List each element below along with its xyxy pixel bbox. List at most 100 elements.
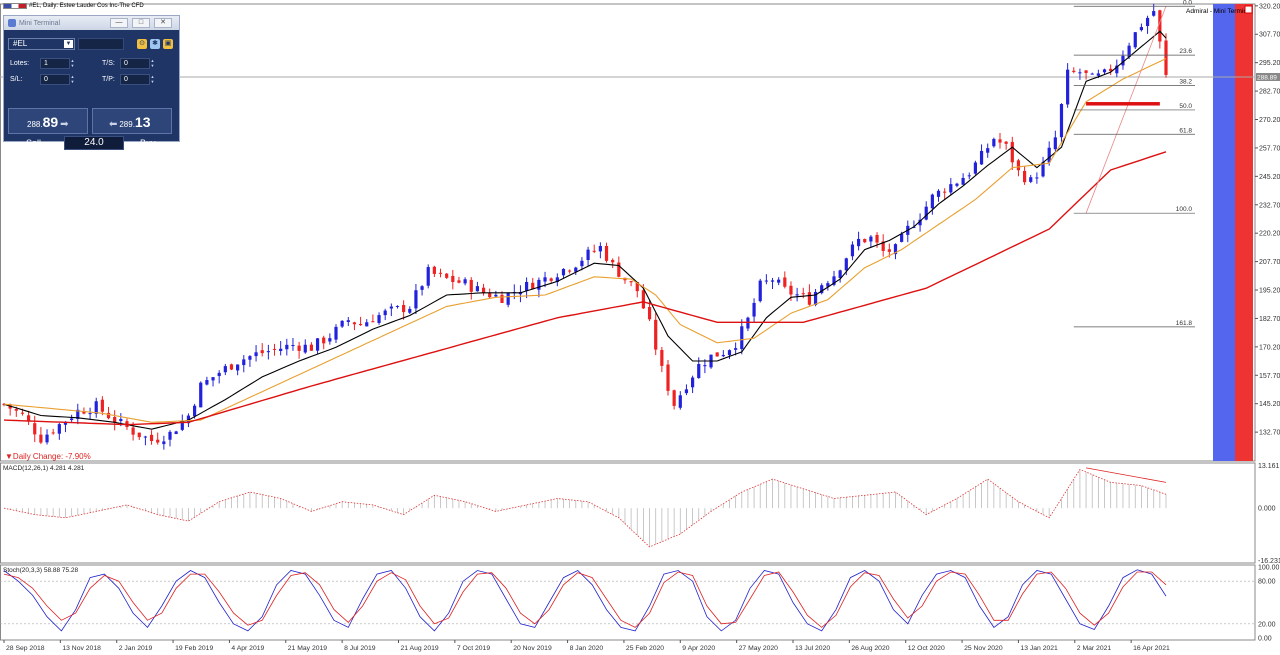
arrow-right-icon: ➡ bbox=[60, 119, 69, 130]
macd-y-label: 13.161 bbox=[1258, 463, 1280, 470]
candle-body bbox=[1096, 73, 1100, 76]
candle-body bbox=[303, 344, 307, 353]
candle-body bbox=[469, 279, 473, 292]
sl-input[interactable]: 0 bbox=[40, 74, 70, 85]
volume-input[interactable]: 24.0 bbox=[64, 136, 124, 150]
candle-body bbox=[979, 150, 984, 165]
main-plot-frame bbox=[0, 3, 1256, 462]
candle-body bbox=[14, 408, 18, 411]
ts-label: T/S: bbox=[102, 60, 115, 67]
minimize-button[interactable]: — bbox=[110, 18, 128, 28]
candle-body bbox=[654, 319, 658, 350]
candle-body bbox=[1010, 141, 1014, 163]
x-tick-label: 13 Jan 2021 bbox=[1020, 645, 1058, 652]
candle-body bbox=[838, 270, 842, 278]
candle-body bbox=[408, 308, 412, 313]
candle-body bbox=[1053, 137, 1057, 150]
candle-body bbox=[371, 321, 375, 323]
y-tick-label: 257.70 bbox=[1259, 145, 1280, 152]
candle-body bbox=[88, 413, 92, 415]
fib-level-label: 100.0 bbox=[1176, 206, 1193, 213]
sl-stepper[interactable]: ▲ ▼ bbox=[70, 74, 75, 84]
candle-body bbox=[881, 241, 885, 251]
candle-body bbox=[887, 249, 891, 252]
candle-body bbox=[162, 441, 166, 445]
candle-body bbox=[223, 366, 227, 373]
y-tick-label: 245.20 bbox=[1259, 174, 1280, 181]
symbol-info-field bbox=[78, 38, 124, 50]
candle-body bbox=[604, 245, 609, 261]
candle-body bbox=[402, 304, 406, 313]
symbol-select[interactable]: #EL ▼ bbox=[8, 38, 75, 50]
sell-button[interactable]: Sell bbox=[26, 138, 42, 148]
tp-label: T/P: bbox=[102, 76, 115, 83]
stoch-y-label: 0.00 bbox=[1258, 636, 1272, 643]
candle-body bbox=[690, 377, 695, 388]
lots-stepper[interactable]: ▲ ▼ bbox=[70, 58, 75, 68]
candle-body bbox=[445, 273, 449, 278]
stoch-y-label: 20.00 bbox=[1258, 621, 1276, 628]
candle-body bbox=[1084, 70, 1088, 73]
candle-body bbox=[174, 431, 178, 434]
candle-body bbox=[832, 276, 836, 285]
candle-body bbox=[537, 279, 541, 290]
x-tick-label: 9 Apr 2020 bbox=[682, 645, 715, 652]
candle-body bbox=[752, 302, 756, 317]
candle-body bbox=[76, 409, 80, 419]
candle-body bbox=[703, 365, 707, 367]
macd-divergence-line bbox=[1086, 467, 1167, 483]
candle-body bbox=[192, 405, 197, 417]
candle-body bbox=[463, 279, 467, 284]
y-tick-label: 195.20 bbox=[1259, 288, 1280, 295]
sell-price-button[interactable]: 288.89 ➡ bbox=[8, 108, 88, 134]
candle-body bbox=[715, 352, 719, 357]
candle-body bbox=[1016, 160, 1021, 171]
candle-body bbox=[279, 348, 283, 352]
macd-y-label: 0.000 bbox=[1258, 506, 1276, 513]
buy-price-button[interactable]: ⬅ 289.13 bbox=[92, 108, 172, 134]
candle-body bbox=[1127, 45, 1131, 57]
candle-body bbox=[100, 399, 104, 412]
candle-body bbox=[666, 364, 670, 391]
candle-body bbox=[555, 277, 559, 282]
candle-body bbox=[672, 390, 676, 406]
macd-y-label: -16.231 bbox=[1258, 558, 1280, 565]
x-tick-label: 19 Feb 2019 bbox=[175, 645, 213, 652]
candle-body bbox=[1004, 141, 1008, 144]
mini-terminal[interactable]: Mini Terminal — □ ✕ #EL ▼ ⊙ ✱ ▣ Lotes: 1… bbox=[3, 15, 180, 150]
chevron-down-icon[interactable]: ▼ bbox=[64, 40, 73, 48]
candle-body bbox=[697, 363, 701, 379]
tp-stepper[interactable]: ▲ ▼ bbox=[150, 74, 155, 84]
lots-input[interactable]: 1 bbox=[40, 58, 70, 69]
close-button[interactable]: ✕ bbox=[154, 18, 172, 28]
candle-body bbox=[113, 416, 117, 423]
candle-body bbox=[943, 191, 947, 193]
candle-body bbox=[875, 234, 879, 243]
info-icon[interactable]: ▣ bbox=[163, 39, 173, 49]
x-tick-label: 16 Apr 2021 bbox=[1133, 645, 1170, 652]
candle-body bbox=[1035, 177, 1039, 179]
mini-terminal-titlebar[interactable]: Mini Terminal — □ ✕ bbox=[4, 16, 179, 30]
lock-icon[interactable]: ⊙ bbox=[137, 39, 147, 49]
buy-price-big: 13 bbox=[134, 114, 151, 130]
candle-body bbox=[1078, 72, 1082, 74]
candle-body bbox=[500, 294, 504, 303]
arrow-left-icon: ⬅ bbox=[109, 119, 118, 130]
daily-change-label: ▼Daily Change: -7.90% bbox=[5, 452, 91, 461]
candle-body bbox=[322, 337, 326, 344]
buy-button[interactable]: Buy bbox=[140, 138, 156, 148]
x-tick-label: 8 Jul 2019 bbox=[344, 645, 376, 652]
candle-body bbox=[1139, 27, 1144, 31]
ts-stepper[interactable]: ▲ ▼ bbox=[150, 58, 155, 68]
candle-body bbox=[930, 194, 934, 209]
candle-body bbox=[598, 245, 602, 252]
ts-input[interactable]: 0 bbox=[120, 58, 150, 69]
candle-body bbox=[334, 326, 338, 340]
tp-input[interactable]: 0 bbox=[120, 74, 150, 85]
stoch-title: Stoch(20,3,3) 58.88 75.28 bbox=[3, 567, 79, 574]
maximize-button[interactable]: □ bbox=[132, 18, 150, 28]
current-price-badge bbox=[1256, 73, 1280, 82]
candle-body bbox=[70, 418, 74, 421]
settings-icon[interactable]: ✱ bbox=[150, 39, 160, 49]
